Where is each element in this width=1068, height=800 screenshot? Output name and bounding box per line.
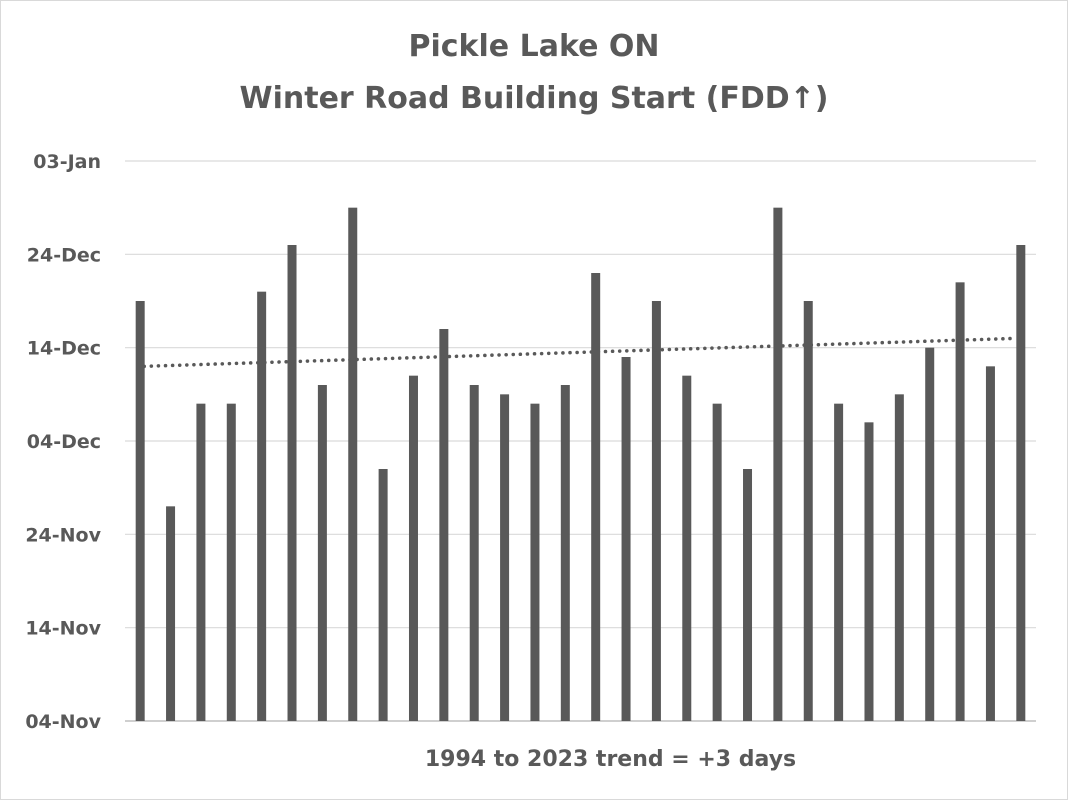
- bar-2005: [469, 385, 479, 721]
- y-tick-label: 14-Nov: [25, 618, 101, 640]
- chart-title-line1: Pickle Lake ON: [408, 29, 660, 64]
- trendline: [142, 336, 1019, 369]
- bar-2007: [530, 403, 540, 721]
- bar-2014: [743, 469, 753, 721]
- y-tick-label: 04-Dec: [27, 431, 101, 453]
- bar-2017: [834, 403, 844, 721]
- bar-2011: [651, 301, 661, 721]
- bars: [135, 207, 1026, 721]
- y-tick-label: 03-Jan: [33, 151, 101, 173]
- trend-annotation: 1994 to 2023 trend = +3 days: [424, 747, 797, 772]
- bar-2009: [591, 273, 601, 721]
- bar-2013: [712, 403, 722, 721]
- bar-2006: [500, 394, 510, 721]
- bar-2001: [348, 207, 358, 721]
- chart-title-line2: Winter Road Building Start (FDD↑): [239, 81, 829, 116]
- bar-2003: [408, 375, 418, 721]
- trendline-group: [142, 336, 1019, 369]
- bar-2018: [864, 422, 874, 721]
- bar-1994: [135, 301, 145, 721]
- bar-2020: [925, 347, 935, 721]
- bar-1997: [226, 403, 236, 721]
- bar-2022: [985, 366, 995, 721]
- bar-2000: [317, 385, 327, 721]
- bar-2021: [955, 282, 965, 721]
- bar-2015: [773, 207, 783, 721]
- bar-2023: [1016, 245, 1026, 721]
- gridlines: [125, 160, 1036, 722]
- bar-1999: [287, 245, 297, 721]
- bar-1995: [166, 506, 176, 721]
- y-tick-labels: 04-Nov 14-Nov 24-Nov 04-Dec 14-Dec 24-Dec 03-J…: [25, 151, 101, 733]
- y-tick-label: 04-Nov: [25, 711, 101, 733]
- bar-2019: [894, 394, 904, 721]
- bar-2012: [682, 375, 692, 721]
- bar-2004: [439, 329, 449, 721]
- bar-2016: [803, 301, 813, 721]
- y-tick-label: 14-Dec: [27, 338, 101, 360]
- bar-2002: [378, 469, 388, 721]
- bar-1998: [257, 291, 267, 721]
- bar-2010: [621, 357, 631, 721]
- bar-2008: [560, 385, 570, 721]
- y-tick-label: 24-Dec: [27, 244, 101, 266]
- y-tick-label: 24-Nov: [25, 524, 101, 546]
- bar-1996: [196, 403, 206, 721]
